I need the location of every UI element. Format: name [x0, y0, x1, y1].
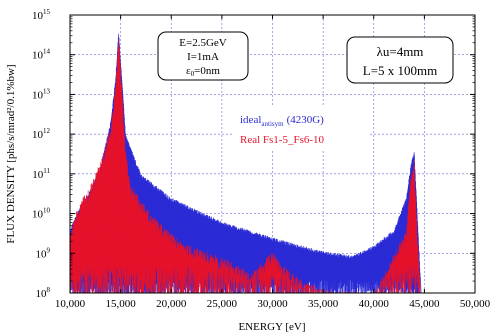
param-energy: E=2.5GeV	[179, 37, 226, 49]
x-axis-label: ENERGY [eV]	[238, 321, 305, 333]
y-axis-label: FLUX DENSITY [phs/s/mrad²/0.1%bw]	[5, 64, 17, 243]
x-tick-label: 40,000	[359, 298, 390, 310]
param-emittance: ε0=0nm	[186, 65, 220, 78]
x-tick-label: 25,000	[207, 298, 238, 310]
x-axis: 10,000 15,000 20,000 25,000 30,000 35,000 40,0…	[55, 15, 491, 310]
y-tick-label: 1013	[32, 87, 51, 101]
x-tick-label: 50,000	[460, 298, 491, 310]
undulator-box: λu=4mm L=5 x 100mm	[346, 36, 454, 84]
legend-entry-real: Real Fs1-5_Fs6-10	[240, 134, 325, 146]
y-tick-label: 108	[36, 286, 51, 300]
undulator-length: L=5 x 100mm	[363, 63, 438, 78]
param-current: I=1mA	[187, 51, 219, 63]
x-tick-label: 20,000	[156, 298, 187, 310]
legend: idealantisym (4230G) Real Fs1-5_Fs6-10	[232, 107, 370, 151]
series-line-ideal	[70, 33, 422, 293]
x-tick-label: 35,000	[308, 298, 339, 310]
y-tick-label: 1010	[32, 207, 51, 221]
y-tick-label: 109	[36, 246, 51, 260]
x-tick-label: 10,000	[55, 298, 86, 310]
y-tick-label: 1012	[32, 127, 51, 141]
x-tick-label: 45,000	[409, 298, 440, 310]
y-axis: 108 109 1010 1011 1012 1013 1014 1015	[32, 8, 475, 300]
legend-entry-ideal: idealantisym (4230G)	[240, 114, 324, 128]
y-tick-label: 1011	[32, 167, 50, 181]
series-layer	[70, 33, 422, 293]
series-line-real	[70, 38, 422, 293]
x-tick-label: 15,000	[106, 298, 137, 310]
x-tick-label: 30,000	[257, 298, 288, 310]
y-tick-label: 1014	[32, 48, 51, 62]
undulator-period: λu=4mm	[377, 44, 424, 59]
parameters-box: E=2.5GeV I=1mA ε0=0nm	[157, 31, 249, 81]
y-tick-label: 1015	[32, 8, 51, 22]
